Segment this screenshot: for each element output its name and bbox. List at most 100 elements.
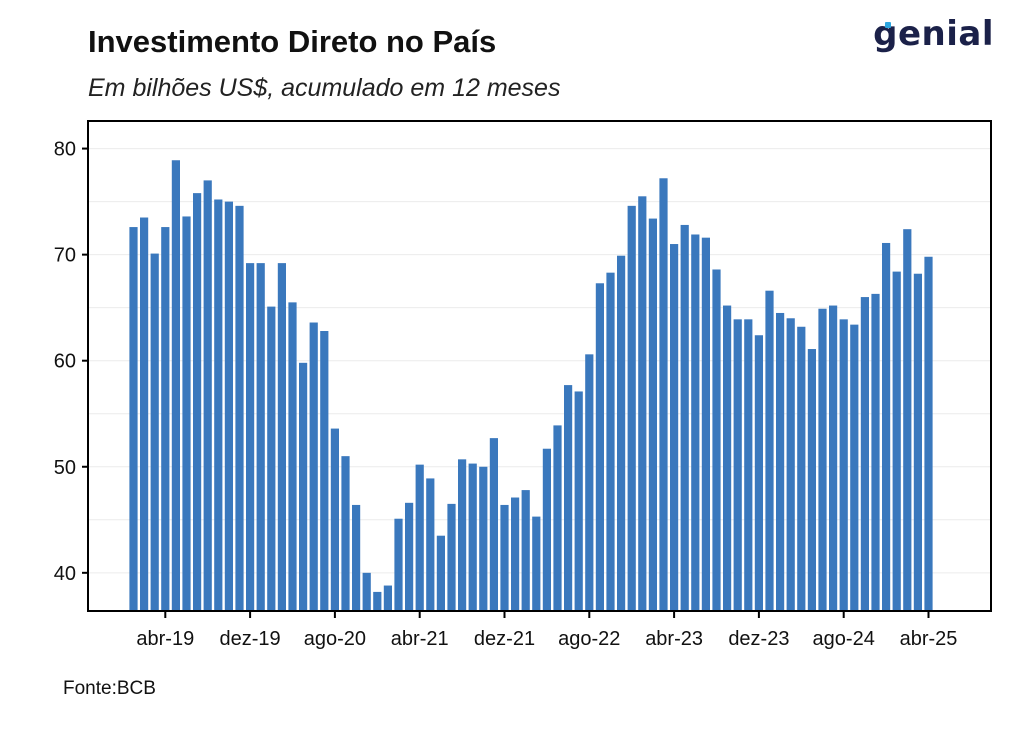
bar: [733, 319, 742, 611]
bar: [797, 326, 806, 611]
bar: [415, 464, 424, 611]
bar: [161, 227, 170, 611]
y-tick-label: 40: [54, 563, 76, 585]
bar: [309, 322, 318, 611]
bar: [670, 244, 679, 611]
bar: [659, 178, 668, 612]
bar: [277, 263, 286, 611]
bar: [150, 253, 159, 612]
bar: [924, 256, 933, 611]
y-tick-label: 50: [54, 457, 76, 479]
chart-subtitle: Em bilhões US$, acumulado em 12 meses: [88, 74, 561, 102]
bar: [288, 302, 297, 611]
x-tick-label: abr-23: [645, 628, 703, 650]
bar: [585, 354, 594, 611]
bar: [299, 362, 308, 611]
bar: [807, 349, 816, 611]
bar: [595, 283, 604, 611]
bar: [458, 459, 467, 611]
x-tick-label: ago-22: [558, 628, 620, 650]
bar: [341, 456, 350, 611]
x-tick-label: abr-19: [136, 628, 194, 650]
bar: [606, 272, 615, 611]
x-tick-label: abr-21: [391, 628, 449, 650]
bar: [129, 227, 138, 611]
bar: [214, 199, 223, 611]
bar: [383, 585, 392, 611]
bar: [839, 319, 848, 611]
bar: [436, 535, 445, 611]
bar: [617, 255, 626, 612]
bar: [638, 196, 647, 611]
bar: [850, 324, 859, 611]
bar: [553, 425, 562, 611]
x-axis: abr-19 dez-19 ago-20 abr-21 dez-21 ago-22 abr-…: [136, 611, 957, 650]
bar: [352, 504, 361, 611]
bar: [829, 305, 838, 611]
bar: [489, 438, 498, 611]
bar: [426, 478, 435, 611]
y-tick-label: 60: [54, 351, 76, 373]
bar: [648, 218, 657, 612]
bar: [882, 242, 891, 611]
bar: [564, 385, 573, 611]
x-tick-label: dez-21: [474, 628, 535, 650]
x-tick-label: dez-23: [728, 628, 789, 650]
bar: [362, 572, 371, 611]
bar: [330, 428, 339, 611]
bar: [246, 263, 255, 611]
bar: [521, 490, 530, 611]
bar: [405, 502, 414, 611]
x-tick-label: ago-24: [813, 628, 875, 650]
chart-title: Investimento Direto no País: [88, 24, 497, 59]
bar: [903, 229, 912, 611]
bar: [776, 312, 785, 611]
bar: [500, 504, 509, 611]
bar: [479, 466, 488, 611]
bar: [532, 516, 541, 611]
y-axis: 40 50 60 70 80: [54, 139, 88, 585]
bar: [140, 217, 149, 612]
bar: [691, 234, 700, 611]
bar: [267, 306, 276, 611]
bar: [468, 463, 477, 611]
bar: [574, 391, 583, 611]
bar: [723, 305, 732, 611]
bars: [129, 160, 933, 612]
bar: [701, 237, 710, 611]
bar: [394, 518, 403, 611]
x-tick-label: abr-25: [900, 628, 958, 650]
bar: [171, 160, 180, 611]
bar: [203, 180, 212, 612]
bar: [765, 290, 774, 611]
bar: [193, 193, 202, 611]
bar: [913, 273, 922, 611]
bar: [182, 216, 191, 612]
bar: [818, 308, 827, 611]
bar: [373, 591, 382, 611]
bar: [447, 503, 456, 611]
bar: [754, 335, 763, 611]
bar: [892, 271, 901, 611]
bar: [871, 293, 880, 611]
bar: [680, 224, 689, 611]
logo-text: genial: [873, 14, 994, 54]
bar: [224, 201, 233, 611]
bar: [712, 269, 721, 611]
bar: [511, 497, 520, 611]
bar: [786, 318, 795, 611]
bar: [320, 331, 329, 611]
bar: [256, 263, 265, 611]
bar: [542, 448, 551, 611]
y-tick-label: 80: [54, 139, 76, 161]
logo-accent-icon: [885, 22, 892, 28]
plot-frame: [87, 120, 992, 612]
x-tick-label: dez-19: [220, 628, 281, 650]
bar: [235, 205, 244, 611]
source-note: Fonte:BCB: [63, 678, 156, 699]
x-tick-label: ago-20: [304, 628, 366, 650]
y-tick-label: 70: [54, 245, 76, 267]
genial-logo: genial: [873, 14, 994, 54]
bar: [627, 205, 636, 611]
